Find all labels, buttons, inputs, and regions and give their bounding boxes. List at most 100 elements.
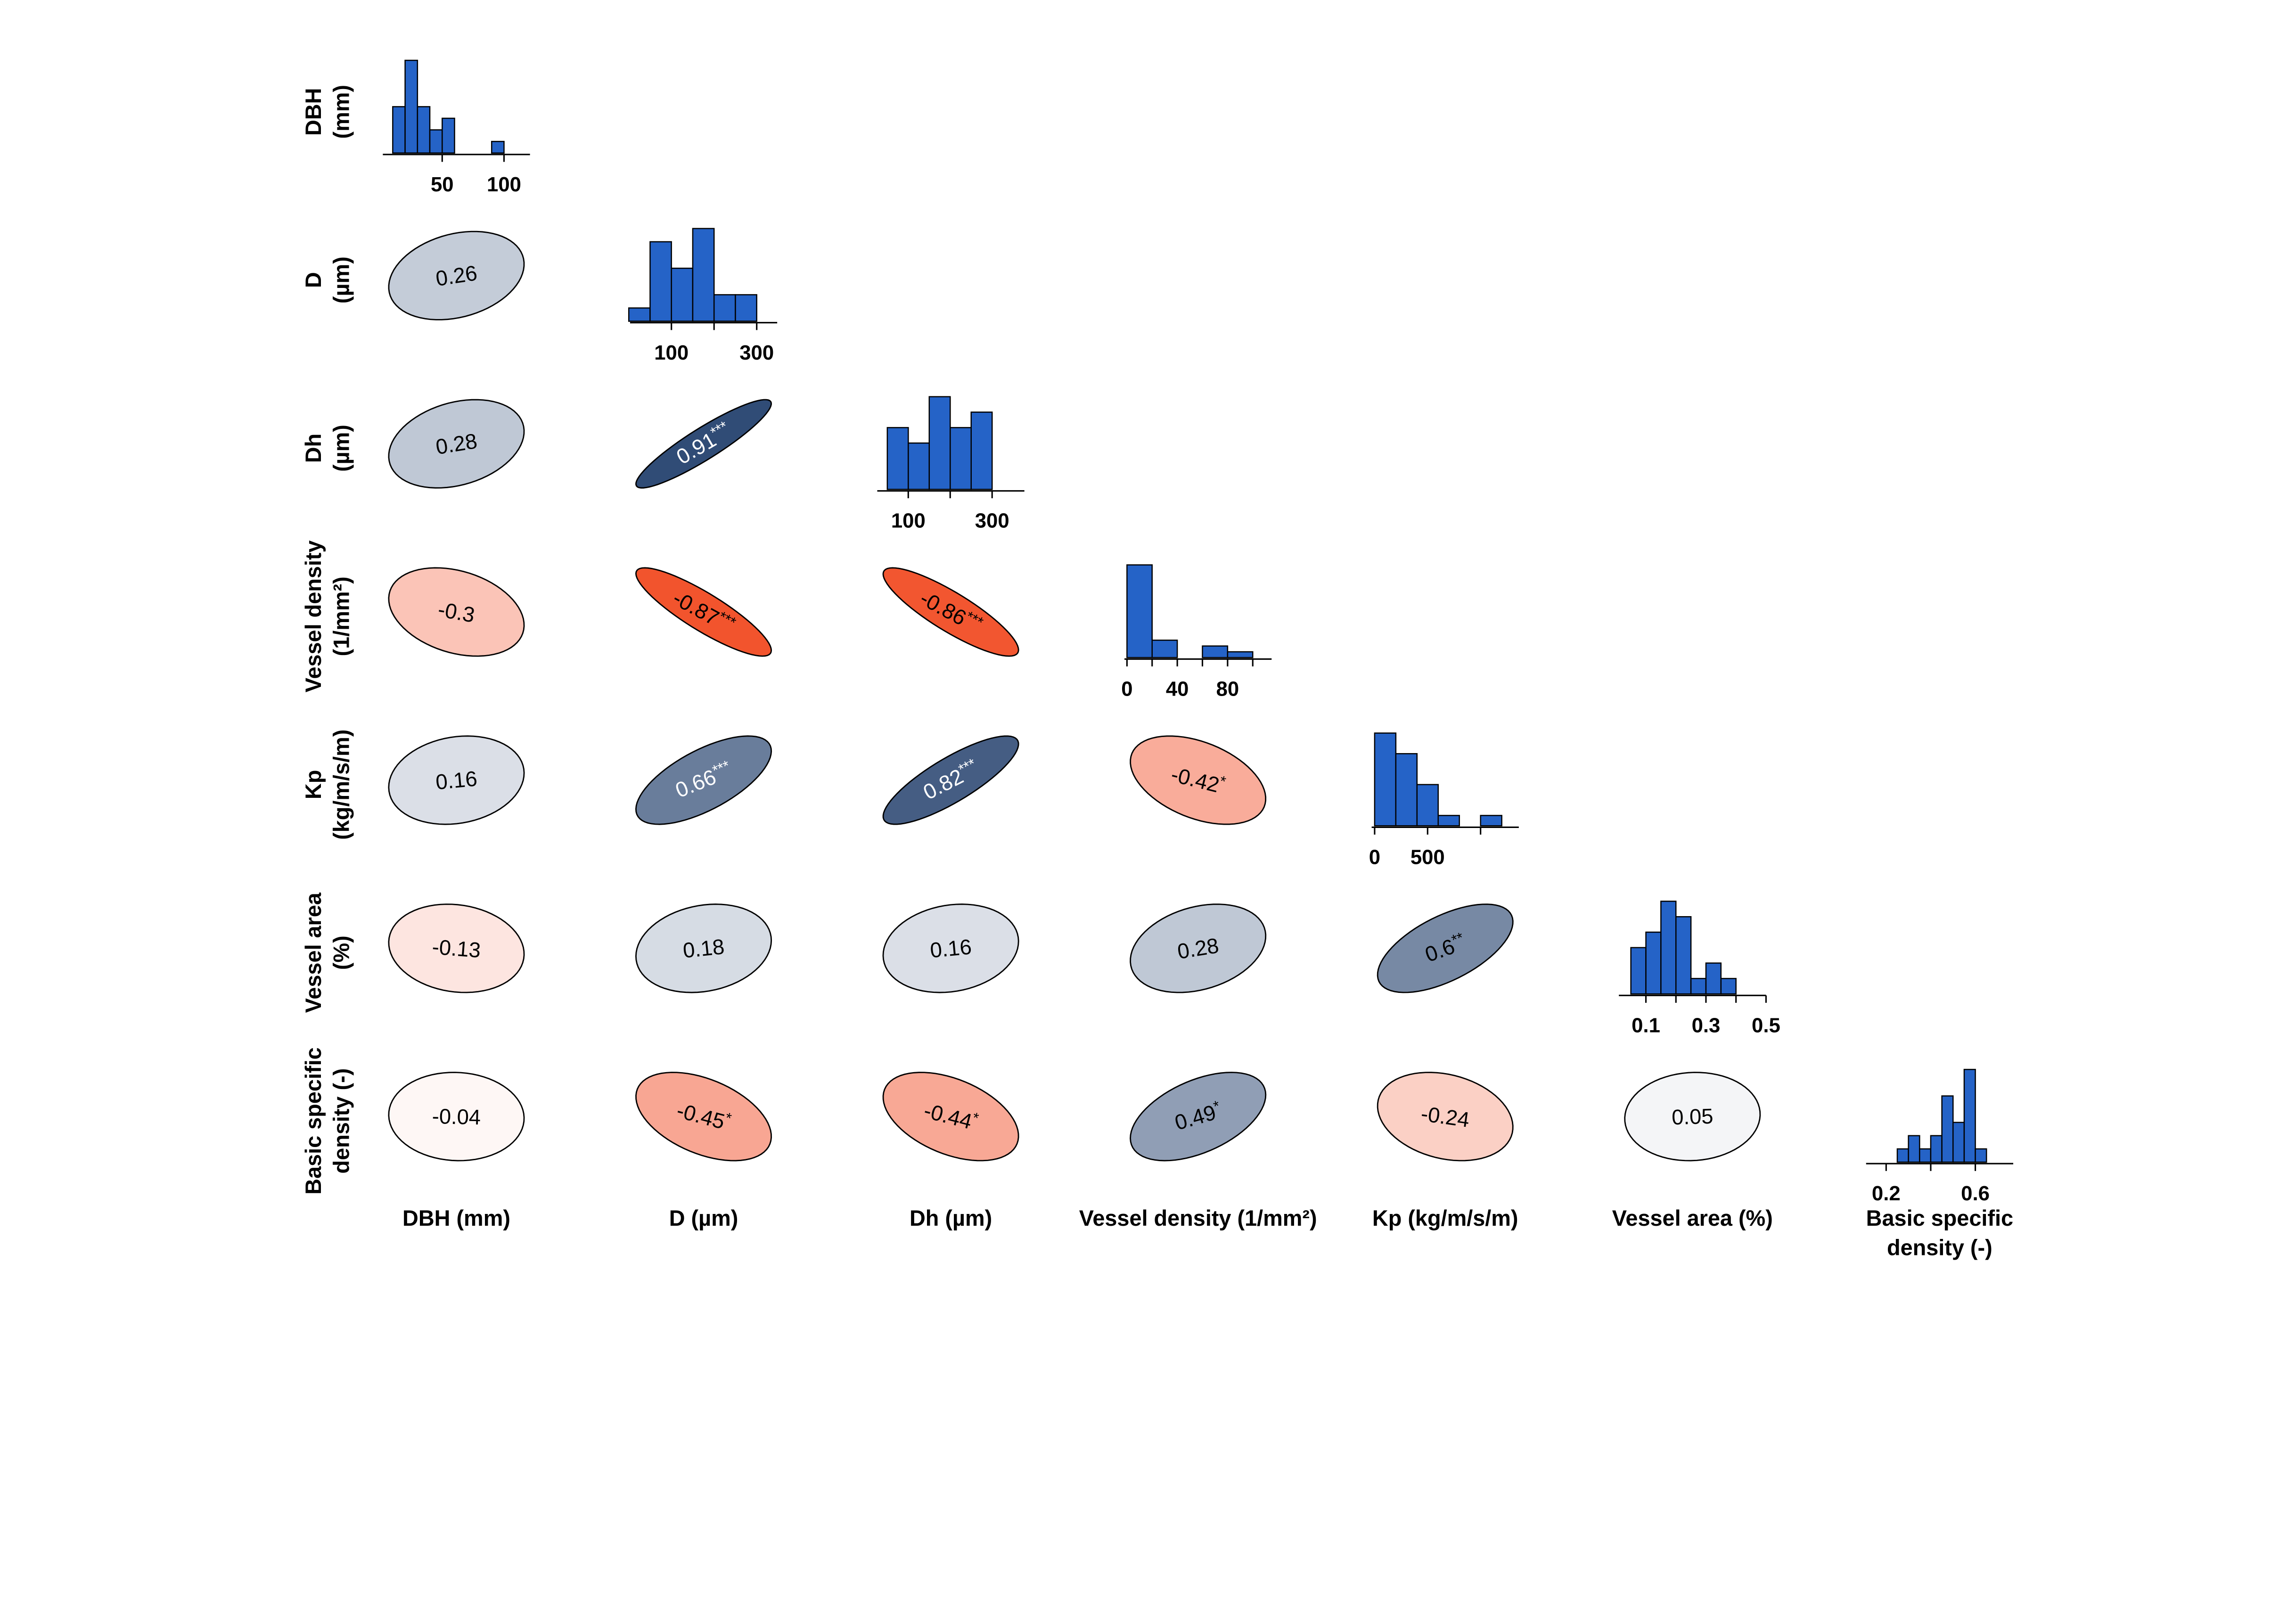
histogram-bar bbox=[928, 396, 951, 490]
histogram-bar bbox=[950, 427, 972, 490]
tick-label: 300 bbox=[975, 509, 1009, 533]
correlation-ellipse bbox=[388, 230, 525, 320]
correlation-cell: -0.24 bbox=[1377, 1072, 1514, 1162]
histogram-bar bbox=[1437, 815, 1460, 827]
histogram-bar bbox=[1395, 753, 1418, 827]
correlation-cell: 0.16 bbox=[882, 903, 1019, 993]
correlation-ellipse bbox=[635, 567, 772, 657]
histogram-panel: 100 300 bbox=[628, 228, 778, 364]
correlation-value: 0.16 bbox=[929, 934, 972, 962]
correlation-cell: -0.87*** bbox=[635, 567, 772, 657]
histogram-bar bbox=[1126, 564, 1153, 658]
histogram-bar bbox=[1416, 784, 1439, 827]
column-label: Dh (µm) bbox=[910, 1206, 992, 1230]
correlation-cell: 0.66*** bbox=[635, 735, 772, 825]
correlation-ellipse bbox=[388, 735, 525, 825]
correlation-cell: 0.16 bbox=[388, 735, 525, 825]
column-label: Vessel area (%) bbox=[1612, 1206, 1773, 1230]
row-label-line: Kp bbox=[301, 770, 326, 799]
column-label-line: Vessel area (%) bbox=[1612, 1206, 1773, 1230]
row-label-line: Basic specific bbox=[301, 1047, 326, 1194]
correlation-label: 0.05 bbox=[1672, 1104, 1714, 1130]
tick-label: 80 bbox=[1216, 678, 1239, 701]
correlation-cell: 0.05 bbox=[1624, 1072, 1761, 1162]
correlation-ellipse bbox=[1130, 735, 1267, 825]
correlation-ellipse bbox=[635, 399, 772, 489]
correlation-value: 0.18 bbox=[682, 934, 726, 963]
row-label-line: D bbox=[301, 272, 326, 288]
correlation-label: 0.16 bbox=[929, 934, 972, 962]
histogram-bar bbox=[1645, 931, 1662, 995]
row-label-line: (%) bbox=[329, 935, 354, 970]
row-label: Basic specific density (-) bbox=[301, 1047, 353, 1194]
row-label-line: Vessel area bbox=[301, 892, 326, 1013]
histogram-panel: 0.2 0.6 bbox=[1866, 1069, 2013, 1205]
row-label-line: (mm) bbox=[329, 85, 354, 139]
histogram-bar bbox=[1963, 1069, 1976, 1163]
histogram-bar bbox=[1374, 732, 1397, 827]
column-label-line: Vessel density (1/mm²) bbox=[1079, 1206, 1317, 1230]
histogram-bar bbox=[491, 140, 505, 154]
histogram-bar bbox=[1941, 1095, 1954, 1163]
correlation-value: -0.13 bbox=[431, 934, 482, 962]
correlation-cell: 0.82*** bbox=[882, 735, 1019, 825]
histogram-bar bbox=[970, 411, 993, 490]
histogram-bar bbox=[1660, 901, 1677, 995]
histogram-bar bbox=[886, 427, 909, 490]
row-label: Vessel density (1/mm²) bbox=[301, 541, 353, 693]
correlation-label: 0.18 bbox=[682, 934, 726, 963]
tick-label: 0 bbox=[1369, 845, 1380, 869]
histogram-bar bbox=[735, 294, 757, 322]
correlation-cell: 0.49* bbox=[1130, 1072, 1267, 1162]
correlation-ellipse bbox=[635, 735, 772, 825]
row-label: Vessel area (%) bbox=[301, 892, 353, 1013]
column-label: Vessel density (1/mm²) bbox=[1079, 1206, 1317, 1230]
column-label: Kp (kg/m/s/m) bbox=[1372, 1206, 1518, 1230]
column-label-line: Dh (µm) bbox=[910, 1206, 992, 1230]
correlation-ellipse bbox=[635, 903, 772, 993]
column-label: D (µm) bbox=[669, 1206, 738, 1230]
histogram-bar bbox=[1720, 978, 1737, 995]
histogram-bar bbox=[1705, 962, 1722, 995]
correlation-ellipse bbox=[1377, 903, 1514, 993]
correlation-cell: 0.6** bbox=[1377, 903, 1514, 993]
column-label: Basic specific density (-) bbox=[1866, 1206, 2013, 1260]
tick-label: 100 bbox=[654, 341, 689, 364]
correlation-cell: 0.28 bbox=[388, 399, 525, 489]
tick-label: 0.6 bbox=[1961, 1182, 1990, 1205]
histogram-bar bbox=[404, 59, 418, 154]
tick-label: 0.1 bbox=[1632, 1014, 1660, 1037]
row-label-line: (µm) bbox=[329, 425, 354, 472]
histogram-bar bbox=[671, 267, 694, 322]
histogram-bar bbox=[1630, 947, 1647, 995]
histogram-bar bbox=[1975, 1148, 1987, 1163]
correlation-ellipse bbox=[388, 399, 525, 489]
row-label: Dh (µm) bbox=[301, 425, 353, 472]
row-label-line: Vessel density bbox=[301, 541, 326, 693]
correlation-ellipse bbox=[1624, 1072, 1761, 1162]
column-label-line: density (-) bbox=[1887, 1235, 1993, 1260]
correlation-cell: -0.44* bbox=[882, 1072, 1019, 1162]
tick-label: 300 bbox=[739, 341, 774, 364]
correlation-ellipse bbox=[1130, 1072, 1267, 1162]
column-label-line: Kp (kg/m/s/m) bbox=[1372, 1206, 1518, 1230]
histogram-bar bbox=[1919, 1148, 1932, 1163]
row-label-line: DBH bbox=[301, 88, 326, 136]
correlation-ellipse bbox=[882, 735, 1019, 825]
histogram-bar bbox=[649, 241, 672, 322]
row-label-line: (kg/m/s/m) bbox=[329, 730, 354, 840]
histogram-bar bbox=[1151, 639, 1178, 658]
correlation-ellipse bbox=[388, 567, 525, 657]
histogram-bar bbox=[1930, 1135, 1943, 1163]
row-label-line: density (-) bbox=[329, 1068, 354, 1174]
histogram-bar bbox=[713, 294, 736, 322]
histogram-bar bbox=[1227, 651, 1254, 658]
histogram-bar bbox=[1952, 1122, 1965, 1163]
histogram-bar bbox=[1908, 1135, 1920, 1163]
tick-label: 100 bbox=[891, 509, 926, 533]
correlation-ellipse bbox=[388, 1072, 525, 1162]
correlation-label: 0.16 bbox=[435, 766, 478, 794]
tick-label: 500 bbox=[1410, 845, 1445, 869]
